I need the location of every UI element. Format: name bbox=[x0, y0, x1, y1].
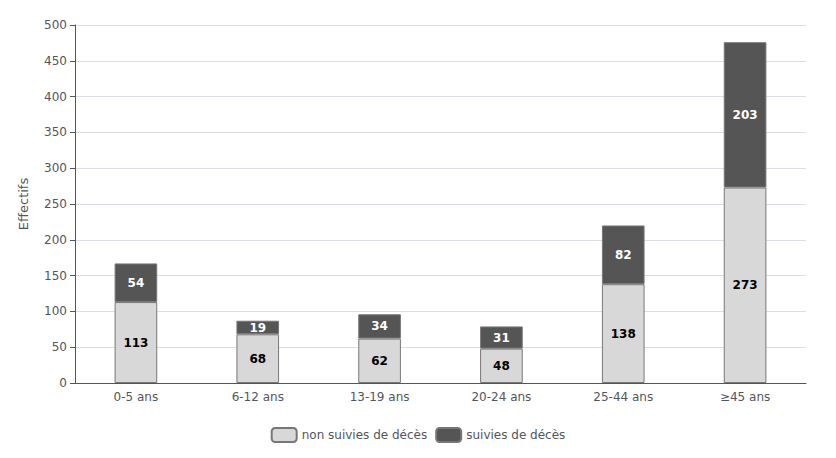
svg-text:34: 34 bbox=[371, 319, 388, 333]
svg-text:≥45 ans: ≥45 ans bbox=[720, 390, 770, 404]
svg-text:62: 62 bbox=[371, 354, 388, 368]
svg-text:6-12 ans: 6-12 ans bbox=[232, 390, 284, 404]
svg-text:203: 203 bbox=[733, 108, 758, 122]
svg-text:suivies de décès: suivies de décès bbox=[466, 428, 565, 442]
svg-text:0: 0 bbox=[59, 376, 67, 390]
svg-text:68: 68 bbox=[249, 352, 266, 366]
svg-text:250: 250 bbox=[44, 197, 67, 211]
svg-text:25-44 ans: 25-44 ans bbox=[593, 390, 653, 404]
svg-text:20-24 ans: 20-24 ans bbox=[471, 390, 531, 404]
svg-text:13-19 ans: 13-19 ans bbox=[350, 390, 410, 404]
svg-text:19: 19 bbox=[249, 321, 266, 335]
svg-text:113: 113 bbox=[123, 336, 148, 350]
svg-text:82: 82 bbox=[615, 248, 632, 262]
svg-text:450: 450 bbox=[44, 54, 67, 68]
svg-text:138: 138 bbox=[611, 327, 636, 341]
svg-text:273: 273 bbox=[733, 278, 758, 292]
svg-text:200: 200 bbox=[44, 233, 67, 247]
svg-text:100: 100 bbox=[44, 304, 67, 318]
svg-text:150: 150 bbox=[44, 269, 67, 283]
svg-text:500: 500 bbox=[44, 18, 67, 32]
svg-text:non suivies de décès: non suivies de décès bbox=[302, 428, 428, 442]
svg-text:0-5 ans: 0-5 ans bbox=[114, 390, 159, 404]
svg-text:400: 400 bbox=[44, 90, 67, 104]
svg-text:350: 350 bbox=[44, 125, 67, 139]
svg-text:Effectifs: Effectifs bbox=[16, 178, 31, 231]
svg-text:50: 50 bbox=[52, 340, 67, 354]
svg-text:300: 300 bbox=[44, 161, 67, 175]
svg-text:54: 54 bbox=[128, 276, 145, 290]
svg-text:31: 31 bbox=[493, 331, 510, 345]
svg-text:48: 48 bbox=[493, 359, 510, 373]
